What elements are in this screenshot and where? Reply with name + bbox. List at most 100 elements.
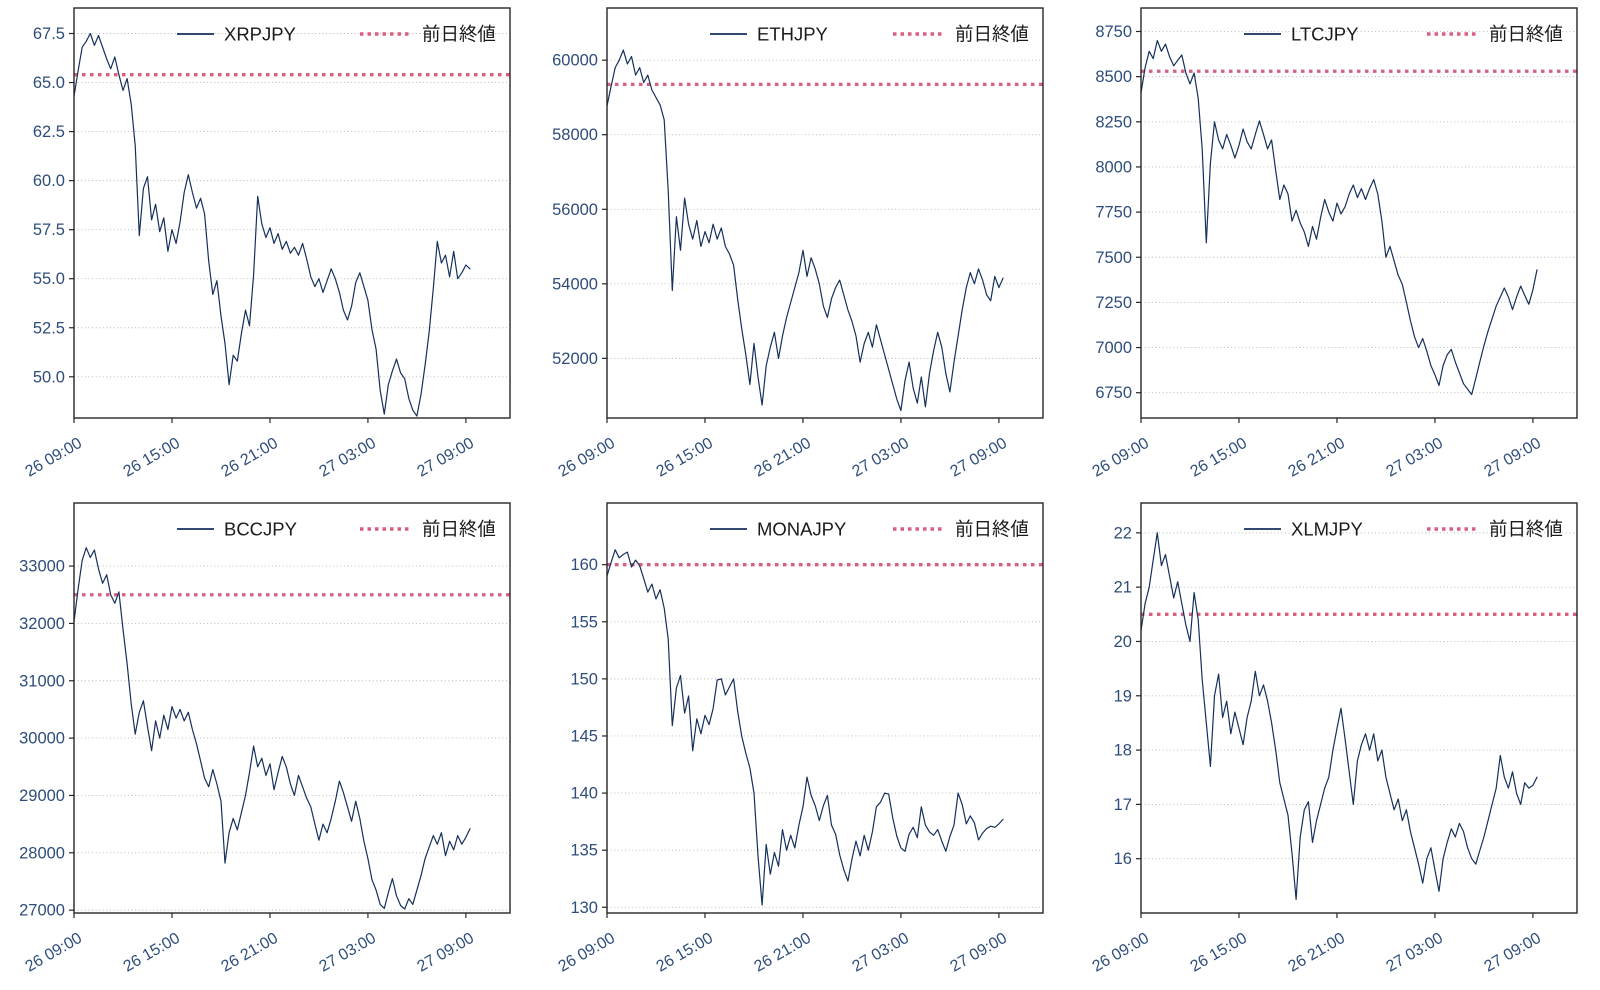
price-series-line: [1140, 39, 1538, 396]
x-tick-label: 27 03:00: [1383, 435, 1445, 481]
x-tick-label: 26 15:00: [1187, 930, 1249, 976]
y-tick-label: 8500: [1095, 68, 1132, 86]
legend-prev-close-label: 前日終値: [1489, 519, 1563, 540]
y-tick-label: 8250: [1095, 113, 1132, 131]
y-tick-label: 7500: [1095, 249, 1132, 267]
y-tick-label: 130: [571, 899, 599, 917]
chart-ltcjpy: 6750 7000 7250 7500 7750 8000 8250 8500 8750 26 0…: [1089, 7, 1578, 481]
y-tick-label: 62.5: [33, 123, 65, 141]
x-tick-label: 26 15:00: [654, 930, 716, 976]
price-series-line: [606, 49, 1004, 412]
y-tick-label: 65.0: [33, 74, 65, 92]
x-tick-label: 27 09:00: [948, 435, 1010, 481]
y-tick-label: 8750: [1095, 23, 1132, 41]
x-tick-label: 27 09:00: [415, 435, 477, 481]
plot-frame: [1139, 502, 1578, 914]
panel-xrpjpy: 50.0 52.5 55.0 57.5 60.0 62.5 65.0 67.5 26 09:00…: [0, 0, 533, 495]
x-tick-label: 27 03:00: [317, 435, 379, 481]
y-tick-label: 52000: [552, 350, 598, 368]
y-tick-label: 60.0: [33, 172, 65, 190]
price-series-line: [1140, 532, 1538, 900]
x-tick-label: 27 03:00: [317, 930, 379, 976]
x-tick-label: 26 09:00: [556, 435, 618, 481]
panel-bccjpy: 27000 28000 29000 30000 31000 32000 33000 26 09…: [0, 495, 533, 990]
x-tick-label: 27 03:00: [1383, 930, 1445, 976]
legend-prev-close-label: 前日終値: [422, 519, 496, 540]
y-tick-label: 19: [1113, 687, 1131, 705]
x-tick-label: 26 21:00: [1285, 930, 1347, 976]
y-tick-label: 155: [571, 613, 599, 631]
y-tick-label: 150: [571, 670, 599, 688]
legend-series-label: ETHJPY: [757, 24, 828, 45]
y-tick-label: 33000: [19, 558, 65, 576]
plot-frame: [73, 7, 511, 419]
y-tick-label: 17: [1113, 796, 1131, 814]
y-tick-label: 54000: [552, 275, 598, 293]
x-tick-label: 27 09:00: [1481, 930, 1543, 976]
y-tick-label: 55.0: [33, 270, 65, 288]
y-tick-label: 20: [1113, 633, 1131, 651]
panel-monajpy: 130 135 140 145 150 155 160 26 09:00 26 15:00 26 …: [533, 495, 1066, 990]
x-tick-label: 26 21:00: [219, 930, 281, 976]
y-tick-label: 50.0: [33, 368, 65, 386]
y-tick-label: 32000: [19, 615, 65, 633]
y-tick-label: 145: [571, 727, 599, 745]
x-tick-label: 26 09:00: [23, 435, 85, 481]
x-tick-label: 27 03:00: [850, 435, 912, 481]
y-tick-label: 57.5: [33, 221, 65, 239]
y-tick-label: 6750: [1095, 384, 1132, 402]
legend-series-label: MONAJPY: [757, 519, 846, 540]
x-tick-label: 26 09:00: [1089, 930, 1151, 976]
y-tick-label: 135: [571, 842, 599, 860]
y-tick-label: 52.5: [33, 319, 65, 337]
y-tick-label: 67.5: [33, 25, 65, 43]
y-tick-label: 140: [571, 785, 599, 803]
y-tick-label: 60000: [552, 52, 598, 70]
legend-series-label: XLMJPY: [1291, 519, 1363, 540]
x-tick-label: 27 03:00: [850, 930, 912, 976]
x-tick-label: 27 09:00: [1481, 435, 1543, 481]
legend-prev-close-label: 前日終値: [955, 519, 1029, 540]
legend-prev-close-label: 前日終値: [955, 24, 1029, 45]
y-tick-label: 21: [1113, 579, 1131, 597]
x-tick-label: 26 15:00: [654, 435, 716, 481]
y-tick-label: 7250: [1095, 294, 1132, 312]
price-series-line: [606, 549, 1004, 906]
legend-prev-close-label: 前日終値: [1489, 24, 1563, 45]
plot-frame: [606, 7, 1045, 419]
y-tick-label: 8000: [1095, 158, 1132, 176]
x-tick-label: 26 21:00: [219, 435, 281, 481]
x-tick-label: 26 15:00: [121, 435, 183, 481]
x-tick-label: 27 09:00: [415, 930, 477, 976]
price-series-line: [73, 32, 471, 417]
plot-frame: [73, 502, 511, 914]
y-tick-label: 27000: [19, 902, 65, 920]
panel-ethjpy: 52000 54000 56000 58000 60000 26 09:00 26 15:0…: [533, 0, 1066, 495]
x-tick-label: 26 21:00: [752, 930, 814, 976]
y-tick-label: 56000: [552, 201, 598, 219]
panel-ltcjpy: 6750 7000 7250 7500 7750 8000 8250 8500 8750 26 0…: [1067, 0, 1600, 495]
y-tick-label: 30000: [19, 730, 65, 748]
y-tick-label: 18: [1113, 742, 1131, 760]
y-tick-label: 7000: [1095, 339, 1132, 357]
y-tick-label: 160: [571, 556, 599, 574]
y-tick-label: 16: [1113, 850, 1131, 868]
x-tick-label: 26 21:00: [1285, 435, 1347, 481]
y-tick-label: 31000: [19, 672, 65, 690]
chart-monajpy: 130 135 140 145 150 155 160 26 09:00 26 15:00 26 …: [556, 502, 1045, 976]
x-tick-label: 26 15:00: [1187, 435, 1249, 481]
legend-series-label: BCCJPY: [224, 519, 297, 540]
x-tick-label: 27 09:00: [948, 930, 1010, 976]
y-tick-label: 28000: [19, 844, 65, 862]
chart-bccjpy: 27000 28000 29000 30000 31000 32000 33000 26 09…: [19, 502, 511, 976]
x-tick-label: 26 21:00: [752, 435, 814, 481]
x-tick-label: 26 09:00: [556, 930, 618, 976]
x-tick-label: 26 09:00: [23, 930, 85, 976]
plot-frame: [1139, 7, 1578, 419]
chart-xlmjpy: 16 17 18 19 20 21 22 26 09:00 26 15:00 26 21:00 27…: [1089, 502, 1578, 976]
y-tick-label: 58000: [552, 126, 598, 144]
price-series-line: [73, 547, 471, 910]
chart-xrpjpy: 50.0 52.5 55.0 57.5 60.0 62.5 65.0 67.5 26 09:00…: [23, 7, 511, 481]
x-tick-label: 26 15:00: [121, 930, 183, 976]
